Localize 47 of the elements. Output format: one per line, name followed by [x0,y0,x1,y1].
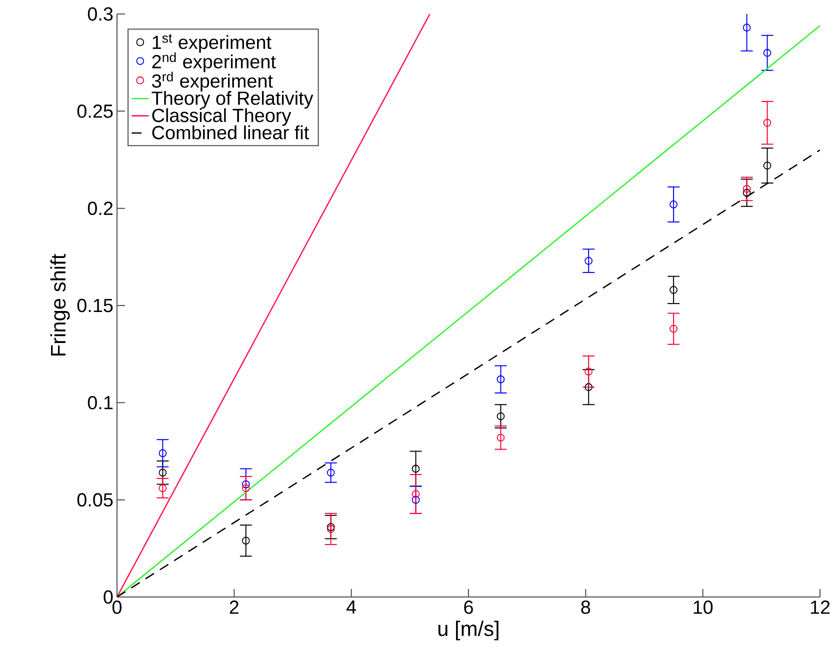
legend-label: Theory of Relativity [152,91,314,109]
x-tick-label: 0 [112,600,122,614]
point [158,468,167,477]
point [763,162,772,170]
y-tick-label: 0.1 [88,396,113,410]
point [412,496,420,504]
y-tick-label: 0.3 [88,7,113,21]
point [242,484,250,492]
point [670,324,678,333]
x-tick-label: 8 [581,600,590,614]
y-tick-label: 0.25 [77,104,113,118]
x-tick-label: 2 [230,600,238,614]
point [763,118,772,127]
y-tick-label: 0.15 [77,298,113,312]
point [742,184,751,193]
y-tick-label: 0.05 [77,493,113,507]
point [742,24,751,32]
point [670,286,678,294]
point [763,48,772,57]
point [158,449,167,458]
point [242,480,250,488]
x-tick-label: 10 [694,600,713,614]
legend-label: 1$^{st}$ experiment [152,34,272,53]
x-axis-title: u [m/s] [438,620,498,640]
legend-label: 2$^{nd}$ experiment [152,52,276,72]
x-tick-label: 4 [346,600,356,614]
y-tick-label: 0 [104,590,113,604]
y-axis-title: Fringe shift [50,254,70,356]
y-tick-label: 0.2 [88,202,113,216]
point [496,375,505,384]
point [496,412,505,420]
point [496,434,505,442]
point [584,368,593,376]
point [412,490,420,498]
point [326,468,335,477]
point [584,256,593,265]
point [242,536,250,545]
point [742,188,751,197]
x-tick-label: 12 [810,600,830,614]
legend-label: Combined linear fit [152,125,309,140]
legend-label: 3$^{rd}$ experiment [152,72,273,92]
x-tick-label: 6 [464,600,473,614]
legend-label: Classical Theory [152,108,292,126]
point [584,383,593,392]
point [158,484,167,492]
point [670,200,678,208]
point [412,464,420,473]
